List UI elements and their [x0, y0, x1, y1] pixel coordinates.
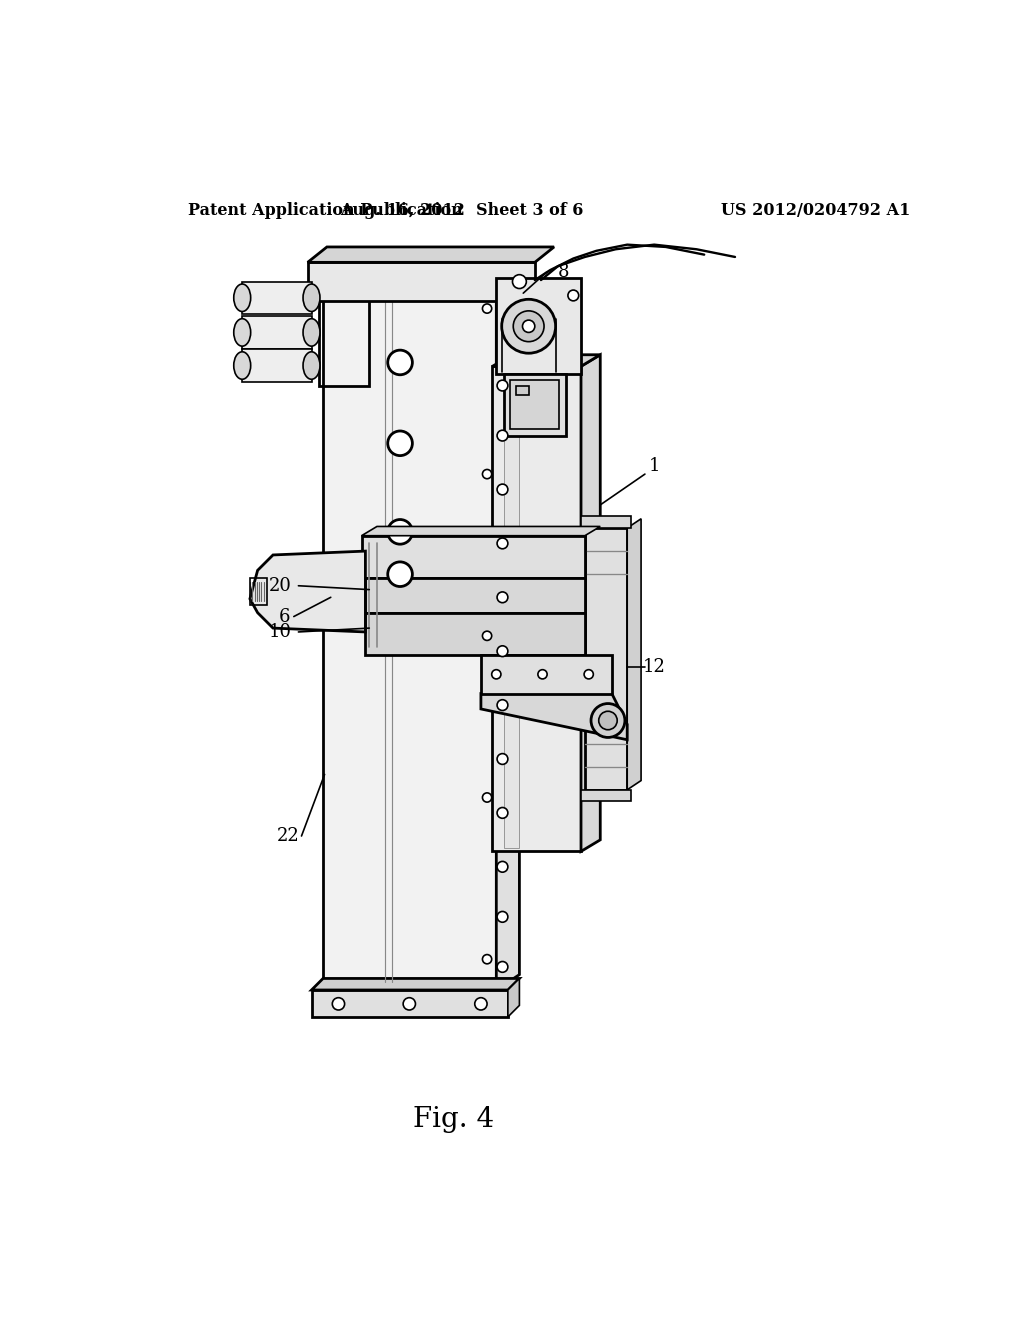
Circle shape: [482, 304, 492, 313]
Text: Fig. 4: Fig. 4: [414, 1106, 495, 1133]
Circle shape: [497, 645, 508, 656]
Polygon shape: [243, 317, 311, 348]
Ellipse shape: [303, 318, 319, 346]
Circle shape: [599, 711, 617, 730]
Circle shape: [502, 300, 556, 354]
Circle shape: [584, 669, 593, 678]
Bar: [504, 370, 519, 847]
Circle shape: [333, 998, 345, 1010]
Circle shape: [497, 484, 508, 495]
Circle shape: [482, 631, 492, 640]
Circle shape: [497, 808, 508, 818]
Bar: [581, 516, 631, 528]
Polygon shape: [311, 990, 508, 1016]
Polygon shape: [493, 355, 600, 367]
Circle shape: [513, 312, 544, 342]
Text: 10: 10: [269, 623, 292, 642]
Circle shape: [388, 350, 413, 375]
Circle shape: [482, 954, 492, 964]
Bar: [504, 374, 565, 436]
Circle shape: [482, 470, 492, 479]
Text: 20: 20: [269, 577, 292, 595]
Text: 1: 1: [648, 458, 659, 475]
Circle shape: [497, 961, 508, 973]
Polygon shape: [497, 277, 581, 374]
Polygon shape: [481, 693, 628, 739]
Text: Aug. 16, 2012  Sheet 3 of 6: Aug. 16, 2012 Sheet 3 of 6: [340, 202, 584, 219]
Circle shape: [388, 520, 413, 544]
Bar: [366, 578, 585, 612]
Circle shape: [497, 754, 508, 764]
Ellipse shape: [233, 352, 251, 379]
Circle shape: [522, 321, 535, 333]
Text: 6: 6: [279, 607, 291, 626]
Bar: [515, 385, 529, 395]
Polygon shape: [323, 263, 519, 277]
Circle shape: [512, 275, 526, 289]
Polygon shape: [250, 552, 366, 632]
Polygon shape: [493, 367, 581, 851]
Circle shape: [497, 430, 508, 441]
Polygon shape: [243, 281, 311, 314]
Bar: [510, 380, 559, 429]
Circle shape: [482, 793, 492, 803]
Polygon shape: [585, 528, 628, 789]
Polygon shape: [243, 350, 311, 381]
Circle shape: [403, 998, 416, 1010]
Circle shape: [497, 591, 508, 603]
Circle shape: [497, 539, 508, 549]
Polygon shape: [361, 527, 600, 536]
Circle shape: [388, 562, 413, 586]
Bar: [581, 789, 631, 801]
Circle shape: [492, 669, 501, 678]
Circle shape: [497, 911, 508, 923]
Text: 22: 22: [278, 828, 300, 845]
Ellipse shape: [303, 352, 319, 379]
Text: US 2012/0204792 A1: US 2012/0204792 A1: [721, 202, 910, 219]
Polygon shape: [497, 263, 519, 990]
Text: 12: 12: [643, 657, 666, 676]
Polygon shape: [323, 277, 497, 990]
Polygon shape: [307, 263, 535, 301]
Polygon shape: [508, 978, 519, 1016]
Polygon shape: [581, 355, 600, 851]
Polygon shape: [628, 519, 641, 789]
Circle shape: [388, 430, 413, 455]
Circle shape: [497, 862, 508, 873]
Circle shape: [568, 290, 579, 301]
Ellipse shape: [233, 318, 251, 346]
Circle shape: [475, 998, 487, 1010]
Circle shape: [497, 700, 508, 710]
Polygon shape: [307, 247, 554, 263]
Polygon shape: [311, 978, 519, 990]
Text: Patent Application Publication: Patent Application Publication: [188, 202, 463, 219]
Bar: [366, 612, 585, 655]
Ellipse shape: [303, 284, 319, 312]
Ellipse shape: [233, 284, 251, 312]
Bar: [250, 578, 267, 605]
Bar: [361, 536, 585, 578]
Circle shape: [538, 669, 547, 678]
Text: 8: 8: [557, 264, 569, 281]
Circle shape: [591, 704, 625, 738]
Bar: [481, 655, 611, 693]
Circle shape: [497, 380, 508, 391]
